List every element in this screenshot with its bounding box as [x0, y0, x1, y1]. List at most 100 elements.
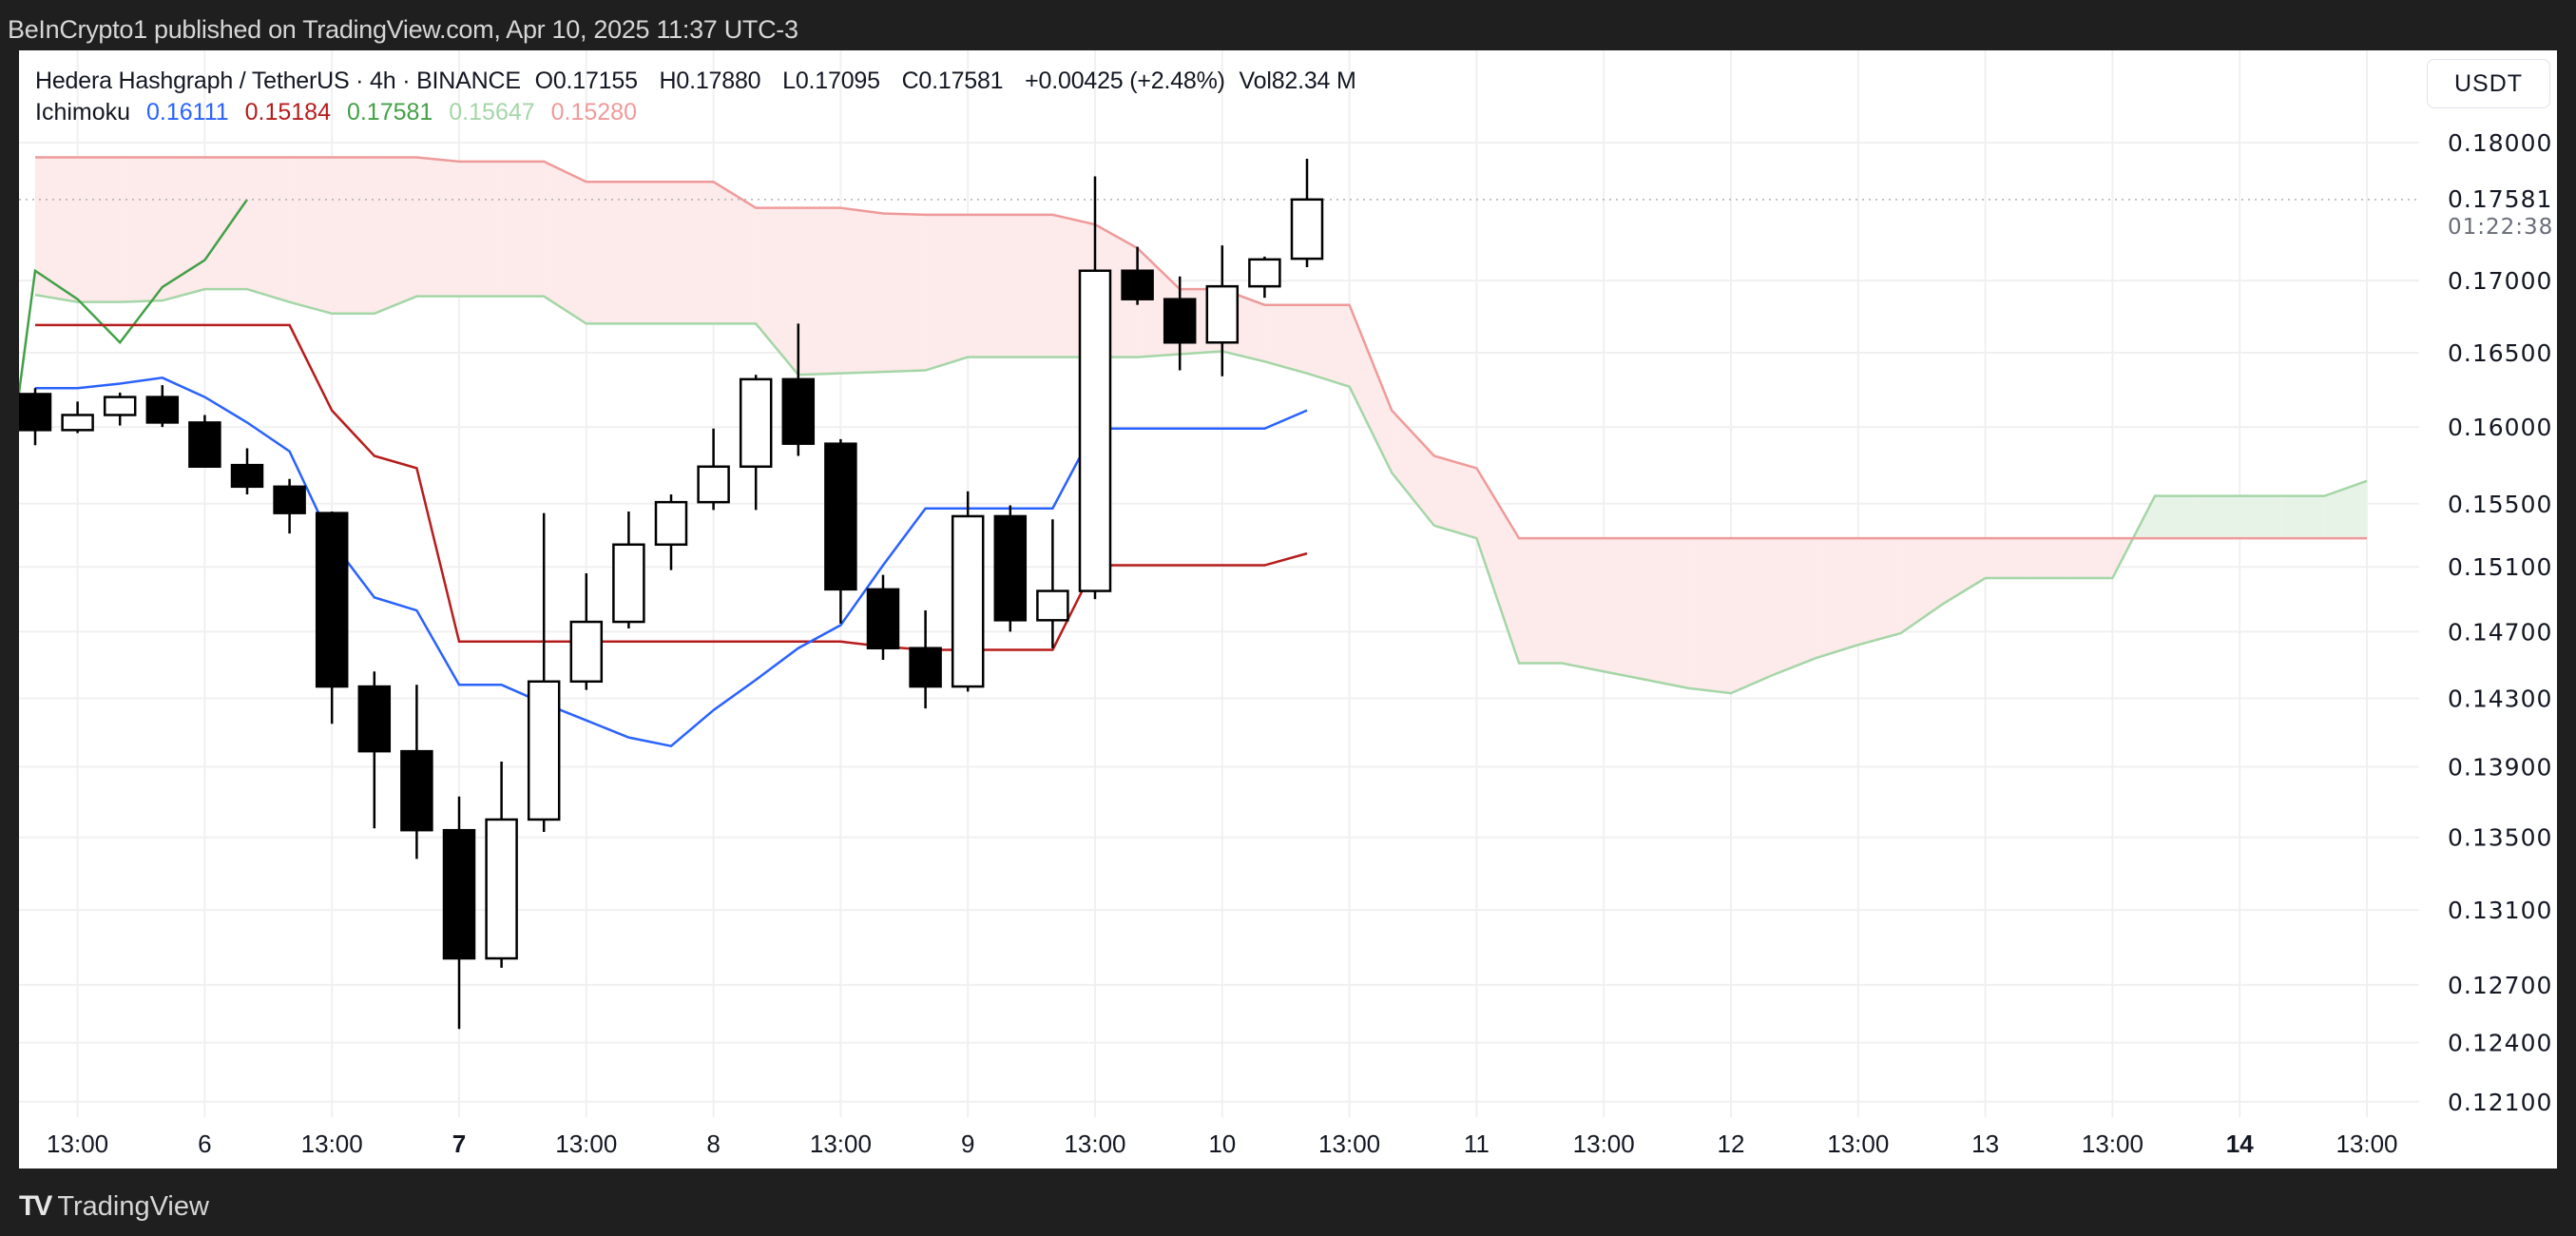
- cloud-segment: [1392, 410, 1434, 526]
- cloud-segment: [162, 157, 205, 301]
- candle-body-down: [1121, 269, 1154, 300]
- price-tick-label: 0.17000: [2448, 267, 2552, 295]
- cloud-segment: [2069, 538, 2113, 579]
- cloud-segment: [1900, 538, 1943, 634]
- candle: [442, 796, 476, 1030]
- candle: [781, 323, 816, 456]
- time-tick-label: 14: [2226, 1130, 2254, 1158]
- candle-body-up: [1036, 589, 1069, 622]
- cloud-segment: [2324, 480, 2367, 539]
- cloud-segment: [1433, 455, 1477, 539]
- bar-countdown: 01:22:38: [2448, 215, 2553, 240]
- candle-body-up: [951, 514, 985, 688]
- low-value: 0.17095: [795, 68, 880, 94]
- time-tick-label: 13:00: [1318, 1130, 1380, 1158]
- volume: Vol82.34 M: [1240, 68, 1364, 94]
- indicator-name[interactable]: Ichimoku: [35, 99, 131, 126]
- candle: [273, 478, 306, 534]
- time-tick-label: 10: [1208, 1130, 1236, 1158]
- volume-label: Vol: [1239, 68, 1272, 94]
- currency-button[interactable]: USDT: [2427, 59, 2550, 108]
- time-tick-label: 11: [1464, 1130, 1490, 1158]
- cloud-segment: [756, 207, 798, 376]
- time-tick-label: 13:00: [2082, 1130, 2143, 1158]
- price-tick-label: 0.16000: [2448, 414, 2552, 441]
- time-tick-label: 7: [452, 1130, 466, 1158]
- cloud-segment: [332, 157, 375, 314]
- cloud-segment: [628, 182, 671, 324]
- candle: [1121, 246, 1154, 305]
- cloud-segment: [35, 157, 78, 302]
- volume-value: 82.34 M: [1271, 68, 1356, 94]
- cloud-segment: [2028, 538, 2070, 579]
- candle: [654, 493, 688, 570]
- candle-body-down: [866, 588, 900, 649]
- candle: [569, 572, 604, 690]
- cloud-segment: [204, 157, 247, 290]
- candle-body-up: [485, 818, 518, 960]
- time-tick-label: 13:00: [1573, 1130, 1635, 1158]
- time-tick-label: 13:00: [2336, 1130, 2397, 1158]
- candle: [357, 671, 392, 829]
- candle-body-down: [781, 377, 816, 445]
- indicator-legend: Ichimoku 0.16111 0.15184 0.17581 0.15647…: [35, 99, 646, 126]
- cloud-segment: [1604, 538, 1646, 681]
- candle-body-up: [612, 543, 645, 624]
- price-tick-label: 0.16500: [2448, 339, 2552, 367]
- time-tick-label: 13:00: [810, 1130, 872, 1158]
- publish-bar: BeInCrypto1 published on TradingView.com…: [0, 0, 2576, 50]
- candle-body-down: [230, 463, 264, 489]
- cloud-segment: [544, 161, 586, 324]
- candle: [1248, 256, 1281, 299]
- grid: [19, 50, 2419, 1117]
- base-line-line: [35, 323, 1308, 651]
- ohlc-low: L0.17095: [782, 68, 888, 94]
- time-tick-label: 13:00: [47, 1130, 108, 1158]
- candle: [19, 388, 52, 446]
- open-value: 0.17155: [552, 68, 638, 94]
- cloud-segment: [1688, 538, 1731, 694]
- close-label: C: [901, 68, 919, 94]
- open-label: O: [534, 68, 553, 94]
- candle: [103, 392, 137, 426]
- cloud-segment: [247, 157, 290, 302]
- cloud-segment: [120, 157, 163, 302]
- candle-body-up: [1205, 284, 1240, 344]
- cloud-segment: [1307, 304, 1350, 387]
- cloud-segment: [925, 214, 969, 371]
- cloud-segment: [77, 157, 121, 302]
- candle: [188, 415, 221, 469]
- time-tick-label: 8: [706, 1130, 720, 1158]
- cloud-segment: [289, 157, 333, 314]
- price-axis[interactable]: 0.18000 0.17000 0.16500 0.16000 0.15500 0.151…: [2448, 129, 2553, 1116]
- time-tick-label: 13:00: [1827, 1130, 1889, 1158]
- candle: [315, 512, 349, 724]
- candle-body-down: [400, 749, 433, 832]
- price-tick-label: 0.15100: [2448, 553, 2552, 581]
- time-axis[interactable]: 13:00 6 13:00 7 13:00 8 13:00 9 13:00 10 13:00 11 13…: [47, 1130, 2397, 1158]
- candle: [824, 438, 857, 624]
- price-tick-label: 0.12400: [2448, 1030, 2552, 1057]
- leading-span-b-line: [35, 156, 2367, 540]
- base-value: 0.15184: [244, 99, 331, 126]
- time-tick-label: 6: [198, 1130, 211, 1158]
- candle-body-down: [909, 647, 942, 688]
- cloud-segment: [1731, 538, 1774, 694]
- candle-body-down: [993, 514, 1028, 622]
- time-tick-label: 12: [1718, 1130, 1745, 1158]
- cloud-segment: [501, 161, 545, 297]
- symbol-name[interactable]: Hedera Hashgraph / TetherUS · 4h · BINAN…: [35, 68, 521, 94]
- candle-body-up: [654, 500, 688, 547]
- price-tick-label: 0.14700: [2448, 618, 2552, 646]
- candle: [1205, 245, 1240, 377]
- cloud-segment: [416, 157, 459, 297]
- time-tick-label: 13:00: [555, 1130, 617, 1158]
- cloud-segment: [459, 161, 502, 297]
- candle: [400, 685, 433, 859]
- high-label: H: [659, 68, 677, 94]
- tradingview-logo[interactable]: TV TradingView: [19, 1190, 209, 1223]
- candle: [951, 491, 985, 692]
- cloud-segment: [2281, 495, 2325, 539]
- cloud-segment: [586, 182, 629, 324]
